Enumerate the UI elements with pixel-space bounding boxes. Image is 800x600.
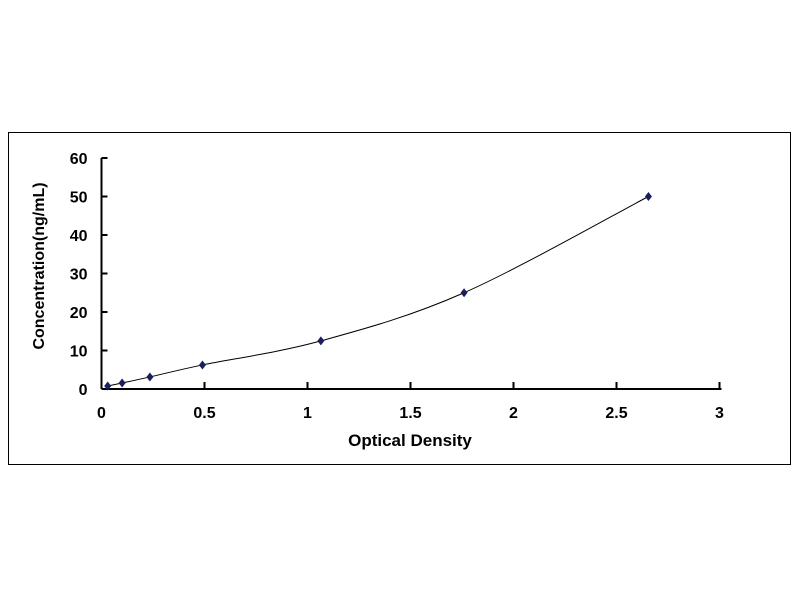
data-point <box>146 372 154 382</box>
x-tick-label: 2.5 <box>605 405 627 422</box>
x-tick-label: 0.5 <box>193 405 215 422</box>
x-tick-label: 1 <box>303 405 312 422</box>
chart-frame <box>8 132 791 465</box>
data-point <box>460 288 468 298</box>
y-tick-label: 30 <box>70 267 88 284</box>
y-tick-label: 20 <box>70 305 88 322</box>
x-tick-label: 1.5 <box>399 405 421 422</box>
axes <box>100 157 722 390</box>
y-tick-label: 50 <box>70 190 88 207</box>
fit-curve <box>107 196 649 387</box>
y-tick-label: 10 <box>70 344 88 361</box>
y-axis-label: Concentration(ng/mL) <box>31 182 48 349</box>
x-axis-label: Optical Density <box>348 431 472 450</box>
x-tick-label: 2 <box>509 405 518 422</box>
data-point <box>118 378 126 388</box>
data-points <box>104 192 652 391</box>
data-point <box>198 360 206 370</box>
y-tick-label: 40 <box>70 228 88 245</box>
data-point <box>644 192 652 201</box>
data-point <box>104 381 112 391</box>
x-tick-label: 3 <box>715 405 724 422</box>
x-tick-label: 0 <box>97 405 106 422</box>
y-tick-label: 0 <box>79 382 88 399</box>
data-point <box>317 336 325 346</box>
y-tick-label: 60 <box>70 151 88 168</box>
